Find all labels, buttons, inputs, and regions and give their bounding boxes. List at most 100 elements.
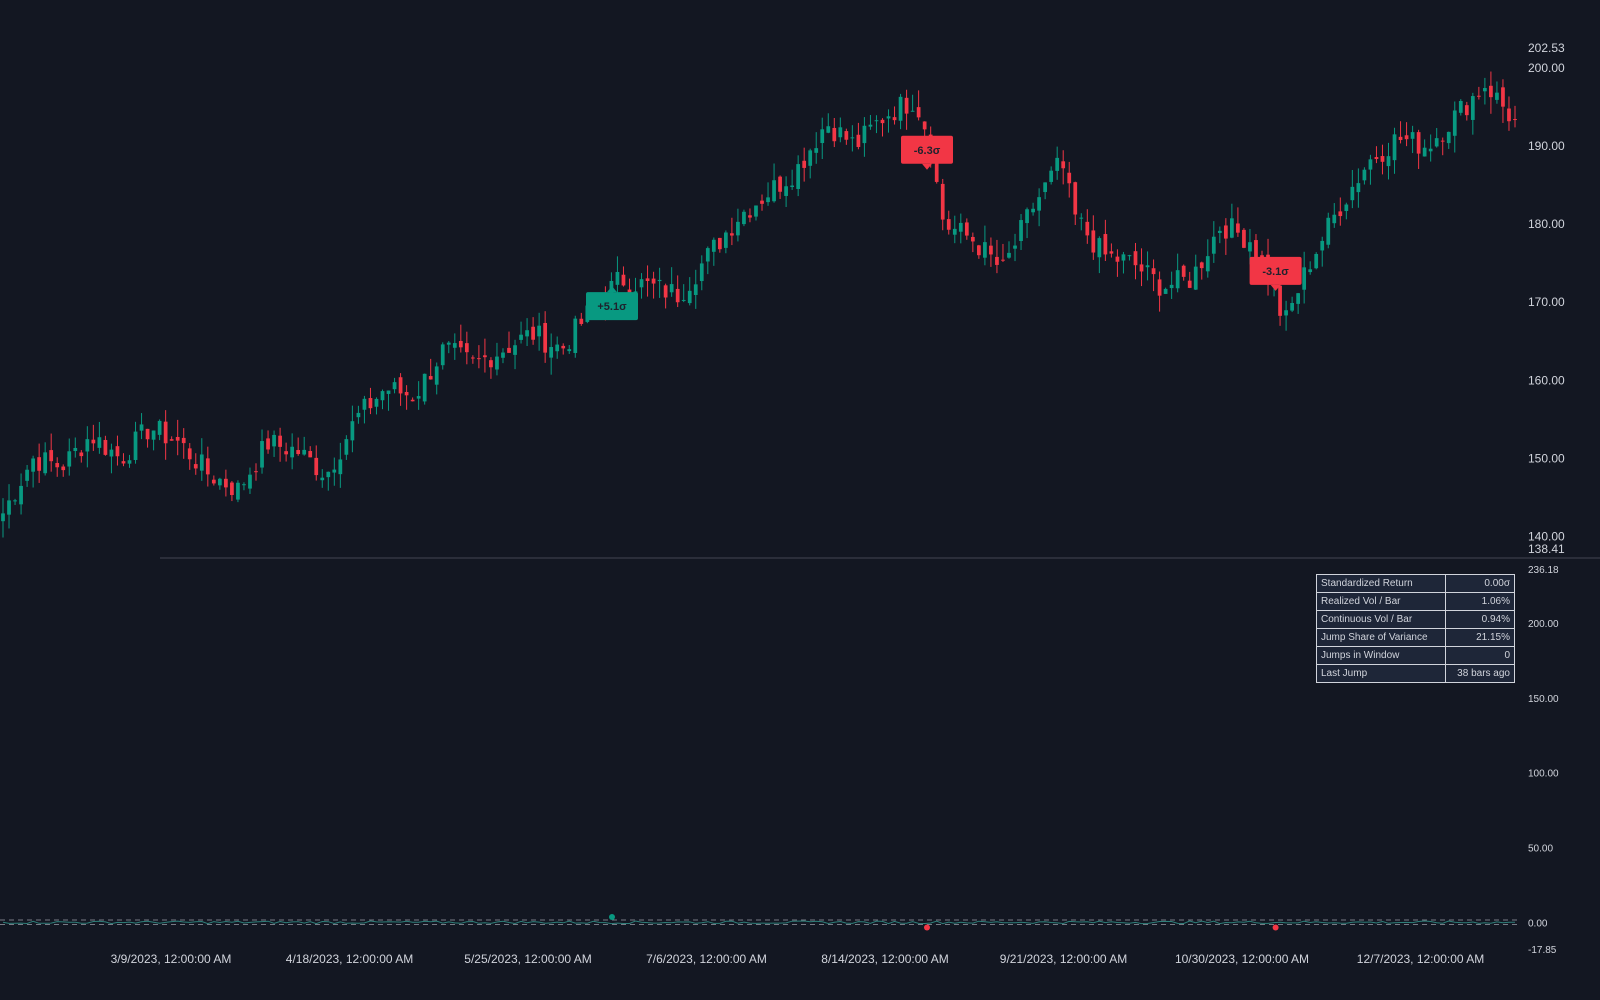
stats-row: Last Jump 38 bars ago bbox=[1316, 664, 1516, 683]
candle bbox=[55, 457, 60, 477]
candle bbox=[31, 455, 35, 488]
stats-label: Continuous Vol / Bar bbox=[1316, 610, 1446, 629]
candle bbox=[7, 484, 11, 529]
stats-row: Standardized Return 0.00σ bbox=[1316, 574, 1516, 593]
candle bbox=[1489, 71, 1493, 114]
candle bbox=[766, 182, 770, 206]
candle bbox=[1464, 101, 1469, 121]
candle bbox=[67, 438, 72, 476]
stats-row: Jump Share of Variance 21.15% bbox=[1316, 628, 1516, 647]
candle bbox=[651, 271, 656, 299]
candle bbox=[1326, 212, 1331, 249]
candle bbox=[452, 333, 457, 360]
candle bbox=[1193, 254, 1198, 290]
candle bbox=[290, 433, 295, 470]
candle bbox=[717, 237, 722, 253]
candle bbox=[308, 446, 313, 458]
candle bbox=[1199, 261, 1204, 280]
candle bbox=[193, 453, 198, 475]
candle bbox=[814, 132, 819, 164]
candle bbox=[977, 244, 981, 259]
candle bbox=[1495, 81, 1499, 104]
candle bbox=[579, 312, 584, 326]
candle bbox=[838, 117, 843, 143]
candle bbox=[43, 442, 48, 476]
candle bbox=[802, 147, 807, 182]
candle bbox=[1031, 202, 1035, 216]
candle bbox=[1483, 77, 1487, 105]
candle bbox=[1187, 271, 1192, 289]
candle bbox=[1007, 241, 1011, 259]
jump-label: +5.1σ bbox=[597, 301, 627, 313]
candle bbox=[410, 397, 415, 402]
candle bbox=[1513, 105, 1517, 128]
candle bbox=[260, 429, 264, 474]
candle bbox=[573, 315, 578, 358]
candle bbox=[983, 225, 987, 266]
candle bbox=[1163, 287, 1168, 295]
time-tick-label: 12/7/2023, 12:00:00 AM bbox=[1357, 952, 1484, 966]
candle bbox=[892, 106, 897, 125]
candle bbox=[314, 445, 319, 481]
candle bbox=[344, 435, 349, 460]
price-tick-label: 190.00 bbox=[1528, 139, 1565, 153]
price-tick-label: 140.00 bbox=[1528, 530, 1565, 544]
candle bbox=[904, 89, 909, 130]
jump-marker-box bbox=[901, 135, 953, 164]
candle bbox=[398, 373, 403, 406]
candle bbox=[1157, 271, 1162, 312]
price-axis: 140.00 150.00 160.00 170.00 180.00 190.00 200.… bbox=[1528, 41, 1565, 556]
candle bbox=[1476, 86, 1481, 100]
candle bbox=[681, 284, 686, 303]
candle bbox=[1097, 236, 1102, 274]
candle bbox=[561, 343, 566, 355]
candle bbox=[699, 255, 704, 291]
candle bbox=[1416, 129, 1421, 169]
stats-value: 0.00σ bbox=[1444, 574, 1516, 593]
candle bbox=[1037, 188, 1041, 227]
jump-marker-box bbox=[1249, 256, 1302, 285]
candle bbox=[615, 256, 620, 294]
candle bbox=[446, 341, 451, 354]
candle bbox=[1067, 161, 1072, 198]
stats-value: 0 bbox=[1444, 646, 1516, 665]
stats-label: Standardized Return bbox=[1316, 574, 1446, 593]
candle bbox=[880, 118, 885, 137]
candle bbox=[91, 424, 96, 451]
candle bbox=[995, 239, 999, 274]
candle bbox=[272, 430, 276, 457]
candle bbox=[139, 413, 144, 440]
candle bbox=[1049, 166, 1054, 185]
candle bbox=[808, 148, 813, 179]
jump-dot bbox=[609, 914, 615, 921]
candle bbox=[862, 117, 867, 157]
candle bbox=[1398, 121, 1403, 144]
candle bbox=[356, 405, 361, 424]
candle bbox=[73, 437, 78, 458]
candle bbox=[784, 176, 788, 207]
candle bbox=[1470, 92, 1475, 135]
candle bbox=[1452, 101, 1457, 153]
candle bbox=[1079, 213, 1084, 231]
price-candles bbox=[1, 71, 1517, 538]
candle bbox=[266, 430, 270, 454]
price-tick-label: 170.00 bbox=[1528, 295, 1565, 309]
time-tick-label: 8/14/2023, 12:00:00 AM bbox=[821, 952, 948, 966]
candle bbox=[952, 215, 957, 244]
jump-markers: +5.1σ -6.3σ -3.1σ bbox=[586, 135, 1302, 321]
candle bbox=[230, 481, 234, 502]
jump-marker[interactable]: -6.3σ bbox=[901, 135, 953, 170]
candle bbox=[199, 438, 204, 481]
candle bbox=[187, 443, 192, 470]
candle bbox=[567, 344, 572, 354]
candle bbox=[374, 397, 379, 415]
jump-marker[interactable]: +5.1σ bbox=[586, 286, 638, 321]
candle bbox=[730, 217, 734, 246]
candle bbox=[1223, 218, 1228, 255]
candle bbox=[868, 114, 873, 130]
indicator-plot bbox=[0, 914, 1518, 931]
jump-marker[interactable]: -3.1σ bbox=[1249, 256, 1302, 291]
candle bbox=[1440, 137, 1445, 156]
stats-row: Jumps in Window 0 bbox=[1316, 646, 1516, 665]
